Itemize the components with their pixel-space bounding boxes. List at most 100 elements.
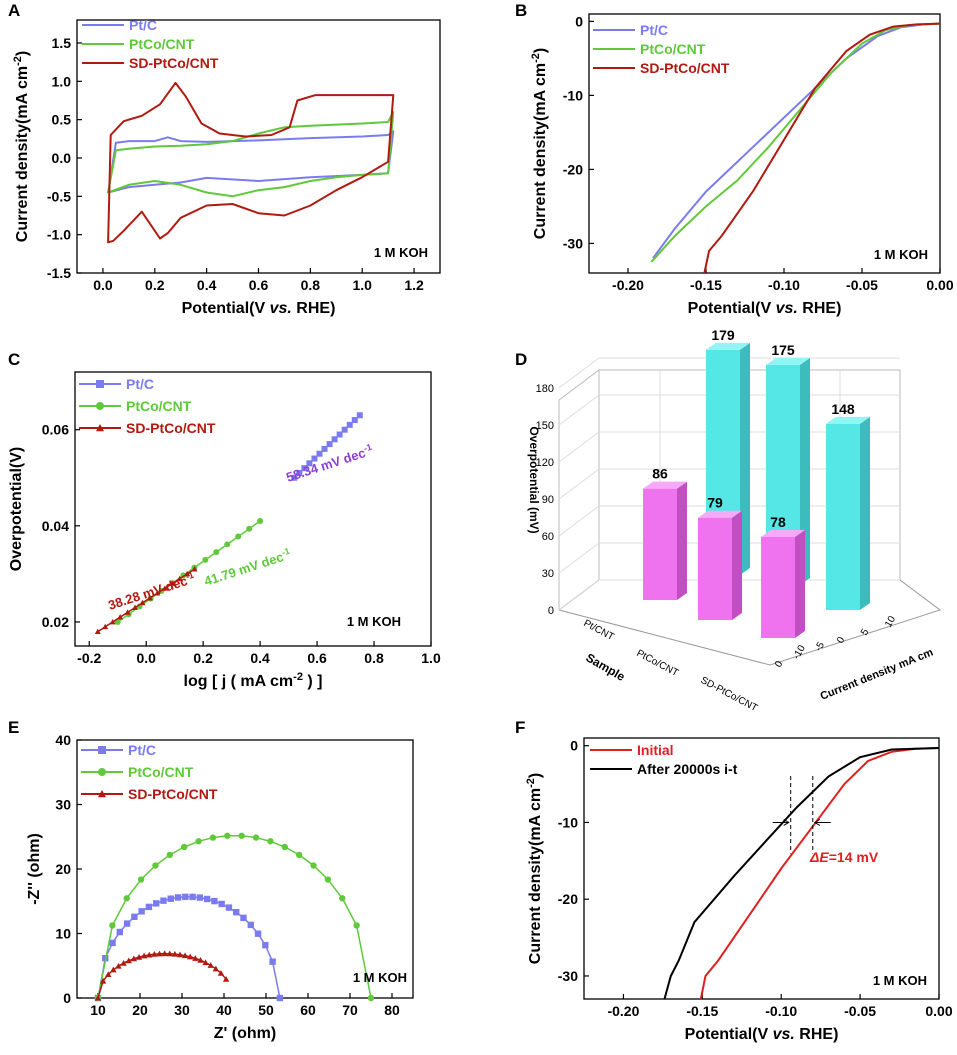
y-tick-label: 150 [536, 420, 554, 432]
x-tick-label: 0.2 [145, 277, 165, 293]
category-label: SD-PtCo/CNT [699, 675, 760, 714]
legend-label: Initial [637, 742, 674, 758]
panel-letter: B [515, 1, 527, 20]
nyquist-line-PtCo/CNT [97, 835, 372, 999]
bar-back-PtCo/CNT-side [800, 357, 810, 585]
bar-front-PtCo/CNT [698, 517, 732, 620]
data-point [211, 897, 218, 905]
panel-E: 10 20 30 40 50 60 70 80 0 10 20 30 40 Pt/C PtCo/CNT SD-… [26, 732, 414, 1042]
y-tick-label: 10 [55, 926, 71, 942]
x-tick-label: 0.8 [301, 277, 321, 293]
y-tick-label: -1.0 [47, 227, 71, 243]
lsv-curve-After 20000s i-t [663, 747, 940, 1000]
gridline [558, 394, 600, 426]
gridline [558, 468, 600, 500]
x-tick-label: -0.10 [768, 277, 800, 293]
data-point [233, 908, 240, 916]
data-point [152, 900, 160, 907]
legend-label: SD-PtCo/CNT [129, 55, 219, 71]
bar-front-SD-PtCo/CNT [761, 536, 795, 638]
data-point [174, 894, 182, 901]
y-tick-label: 1.0 [52, 73, 72, 89]
y-tick-label: -30 [558, 968, 578, 984]
x-axis-label: Sample [584, 650, 628, 684]
delta-e-arrow [813, 819, 831, 826]
bar-front-PtCo/CNT-side [732, 510, 742, 620]
data-point [218, 900, 225, 908]
annotation: 1 M KOH [374, 245, 428, 260]
gridline [558, 542, 600, 574]
legend-label: SD-PtCo/CNT [128, 786, 218, 802]
x-tick-label: 20 [132, 1002, 148, 1018]
side-wall [558, 369, 600, 611]
data-point [146, 951, 153, 958]
y-tick-label: 60 [542, 531, 554, 543]
data-point [247, 921, 254, 929]
data-point [238, 832, 245, 839]
data-point [98, 768, 106, 776]
y-axis-label: -Z'' (ohm) [26, 833, 43, 905]
data-point [203, 895, 211, 903]
data-point [131, 913, 138, 921]
tafel-label-sd: 38.28 mV dec-1 [106, 570, 197, 613]
x-tick-label: 60 [300, 1002, 316, 1018]
bar-front-SD-PtCo/CNT-top [761, 529, 805, 537]
gridline [558, 579, 600, 611]
y-tick-label: 0.06 [42, 422, 69, 438]
panel-F: -0.20 -0.15 -0.10 -0.05 0.00 -30 -20 -10 0 Initia… [525, 737, 953, 1043]
y-tick-label: -10 [563, 87, 583, 103]
plot-frame [588, 13, 941, 274]
data-point [269, 958, 276, 965]
tafel-line-SD-PtCo/CNT [97, 568, 196, 633]
data-point [161, 950, 168, 957]
x-tick-label: -0.2 [77, 650, 101, 666]
depth-tick-label: -10 [791, 643, 808, 661]
data-point [196, 894, 204, 901]
legend-label: Pt/C [640, 22, 668, 38]
data-point [137, 876, 145, 883]
data-point [207, 962, 214, 968]
lsv-curve-Pt/C [652, 22, 941, 259]
data-point [160, 897, 167, 904]
data-point [224, 832, 231, 839]
data-point [109, 939, 116, 947]
data-point [135, 953, 143, 960]
legend-label: PtCo/CNT [128, 764, 194, 780]
depth-tick-label: 10 [883, 614, 898, 630]
panel-C: -0.2 0.0 0.2 0.4 0.6 0.8 1.0 0.02 0.04 0.06 Pt/C Pt… [8, 371, 441, 690]
data-point [310, 862, 317, 869]
y-tick-label: 0 [63, 990, 71, 1006]
x-tick-label: 0.00 [925, 1003, 952, 1019]
y-tick-label: 0.0 [52, 150, 72, 166]
x-tick-label: 0.00 [926, 277, 953, 293]
legend-label: SD-PtCo/CNT [640, 60, 730, 76]
data-point [105, 971, 112, 978]
panel-letter: A [8, 1, 20, 20]
data-point [212, 965, 220, 972]
x-tick-label: 0.8 [364, 650, 384, 666]
data-point [276, 994, 284, 1002]
x-tick-label: 0.0 [136, 650, 156, 666]
y-tick-label: 120 [536, 457, 554, 469]
y-tick-label: 0.04 [42, 518, 69, 534]
cv-curve-PtCo/CNT [107, 111, 395, 198]
bar-value-label: 86 [652, 466, 668, 482]
x-tick-label: -0.20 [612, 277, 644, 293]
lsv-curve-SD-PtCo/CNT [703, 22, 941, 274]
data-point [254, 930, 262, 937]
data-point [187, 953, 194, 960]
data-point [98, 790, 106, 798]
data-point [197, 957, 204, 963]
x-axis-label: Potential(V vs. RHE) [688, 300, 842, 317]
x-tick-label: 1.2 [404, 277, 424, 293]
x-tick-label: 80 [384, 1002, 400, 1018]
x-tick-label: -0.05 [846, 277, 878, 293]
x-tick-label: 70 [342, 1002, 358, 1018]
bar-back-PtCo/CNT-top [766, 357, 810, 365]
y-tick-label: 1.5 [52, 35, 72, 51]
bar-front-PtCo/CNT-top [698, 510, 742, 518]
x-tick-label: 0.2 [193, 650, 213, 666]
data-point [181, 843, 188, 851]
legend-label: PtCo/CNT [640, 41, 706, 57]
y-tick-label: -0.5 [47, 188, 71, 204]
